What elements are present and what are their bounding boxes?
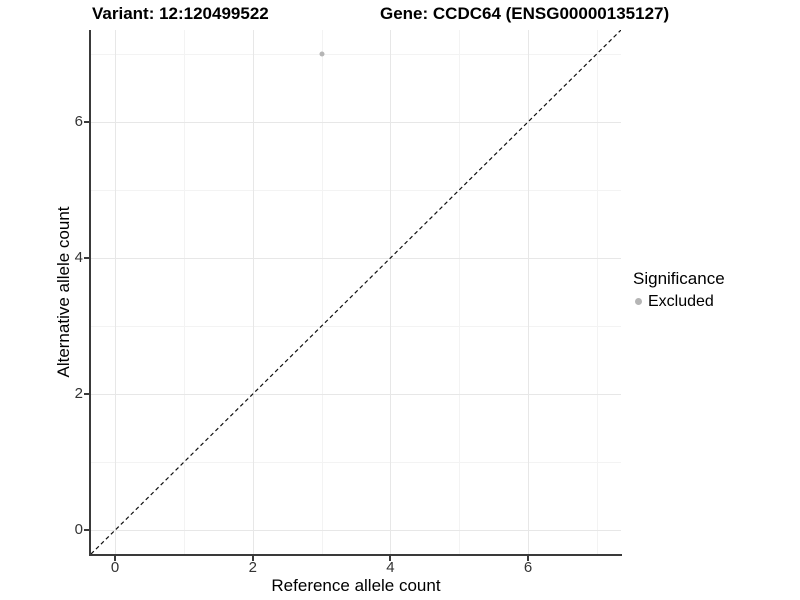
legend-item-label: Excluded xyxy=(648,293,714,310)
legend-item-excluded: Excluded xyxy=(633,292,725,311)
y-axis-tick-label: 2 xyxy=(74,385,83,403)
legend: Significance Excluded xyxy=(633,268,725,311)
major-gridline-horizontal xyxy=(91,121,621,123)
major-gridline-vertical xyxy=(252,30,254,554)
x-axis-tick-label: 6 xyxy=(523,559,533,576)
variant-title: Variant: 12:120499522 xyxy=(92,4,269,23)
x-axis-tick-label: 2 xyxy=(248,559,257,576)
x-axis-tick-label: 4 xyxy=(386,559,395,576)
minor-gridline-vertical xyxy=(596,30,598,554)
x-axis-tick xyxy=(251,556,254,561)
y-axis-line xyxy=(89,30,91,556)
y-axis-title: Alternative allele count xyxy=(54,206,73,378)
x-axis-tick xyxy=(527,556,530,561)
major-gridline-vertical xyxy=(115,30,117,554)
minor-gridline-vertical xyxy=(459,30,461,554)
major-gridline-vertical xyxy=(390,30,392,554)
minor-gridline-vertical xyxy=(321,30,323,554)
y-axis-tick xyxy=(84,256,89,259)
plot-panel xyxy=(91,30,621,554)
y-axis-tick xyxy=(84,393,89,396)
gene-title: Gene: CCDC64 (ENSG00000135127) xyxy=(380,4,670,23)
x-axis-line xyxy=(89,554,622,556)
x-axis-tick-label: 0 xyxy=(110,559,120,576)
y-axis-tick-label: 6 xyxy=(74,112,83,130)
minor-gridline-horizontal xyxy=(91,326,621,328)
minor-gridline-horizontal xyxy=(91,189,621,191)
identity-dashed-line xyxy=(91,30,621,554)
major-gridline-horizontal xyxy=(91,530,621,532)
y-axis-tick-label: 4 xyxy=(74,248,83,266)
x-axis-tick xyxy=(114,556,117,561)
data-point xyxy=(319,51,325,57)
legend-marker-dot-icon xyxy=(635,298,642,305)
minor-gridline-vertical xyxy=(183,30,185,554)
minor-gridline-horizontal xyxy=(91,462,621,464)
y-axis-tick xyxy=(84,120,89,123)
y-axis-tick xyxy=(84,529,89,532)
y-axis-tick-label: 0 xyxy=(74,521,83,539)
major-gridline-horizontal xyxy=(91,394,621,396)
x-axis-title: Reference allele count xyxy=(271,576,441,595)
identity-line-layer xyxy=(91,30,621,554)
x-axis-tick xyxy=(389,556,392,561)
legend-title: Significance xyxy=(633,269,725,288)
minor-gridline-horizontal xyxy=(91,53,621,55)
major-gridline-vertical xyxy=(528,30,530,554)
major-gridline-horizontal xyxy=(91,257,621,259)
